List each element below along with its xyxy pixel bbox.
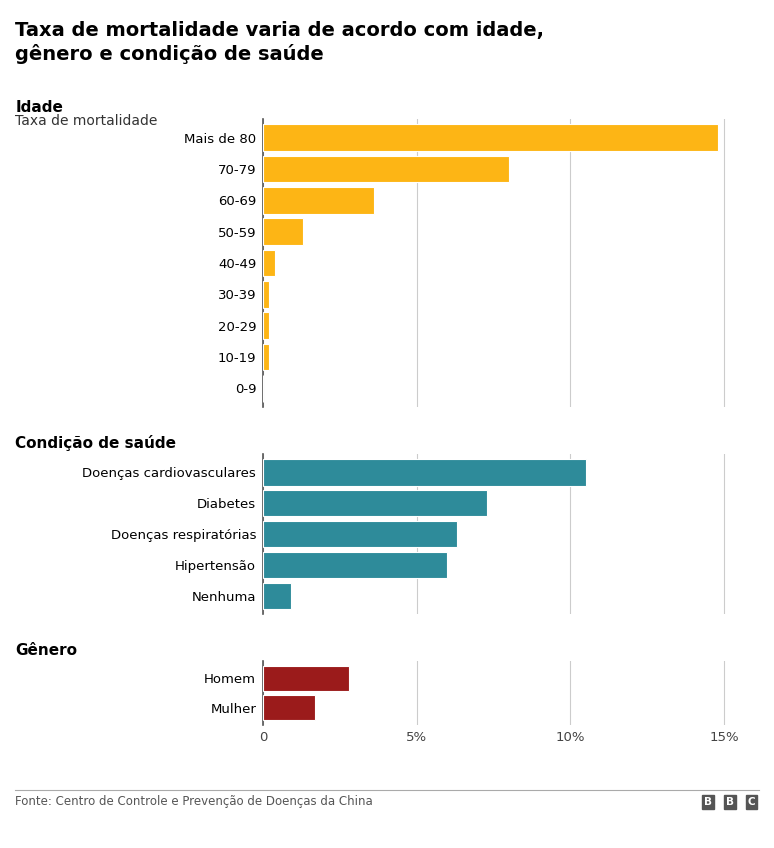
Bar <box>263 187 374 214</box>
Bar <box>263 583 291 609</box>
Bar <box>263 343 269 371</box>
Bar <box>263 490 488 516</box>
Text: Gênero: Gênero <box>15 643 77 657</box>
Bar <box>263 521 457 547</box>
Bar <box>263 249 276 276</box>
Bar <box>263 281 269 308</box>
Bar <box>263 552 447 578</box>
Bar <box>263 155 509 182</box>
Bar <box>263 312 269 339</box>
Bar <box>263 695 315 720</box>
Text: Idade: Idade <box>15 100 63 115</box>
Bar <box>263 666 349 691</box>
Text: Taxa de mortalidade varia de acordo com idade,
gênero e condição de saúde: Taxa de mortalidade varia de acordo com … <box>15 21 544 64</box>
Bar <box>263 124 717 151</box>
Text: C: C <box>748 797 755 807</box>
Text: Fonte: Centro de Controle e Prevenção de Doenças da China: Fonte: Centro de Controle e Prevenção de… <box>15 795 373 807</box>
Text: Condição de saúde: Condição de saúde <box>15 434 176 450</box>
Text: B: B <box>704 797 712 807</box>
Text: B: B <box>726 797 734 807</box>
Text: Taxa de mortalidade: Taxa de mortalidade <box>15 114 158 129</box>
Bar <box>263 460 586 486</box>
Bar <box>263 218 303 245</box>
